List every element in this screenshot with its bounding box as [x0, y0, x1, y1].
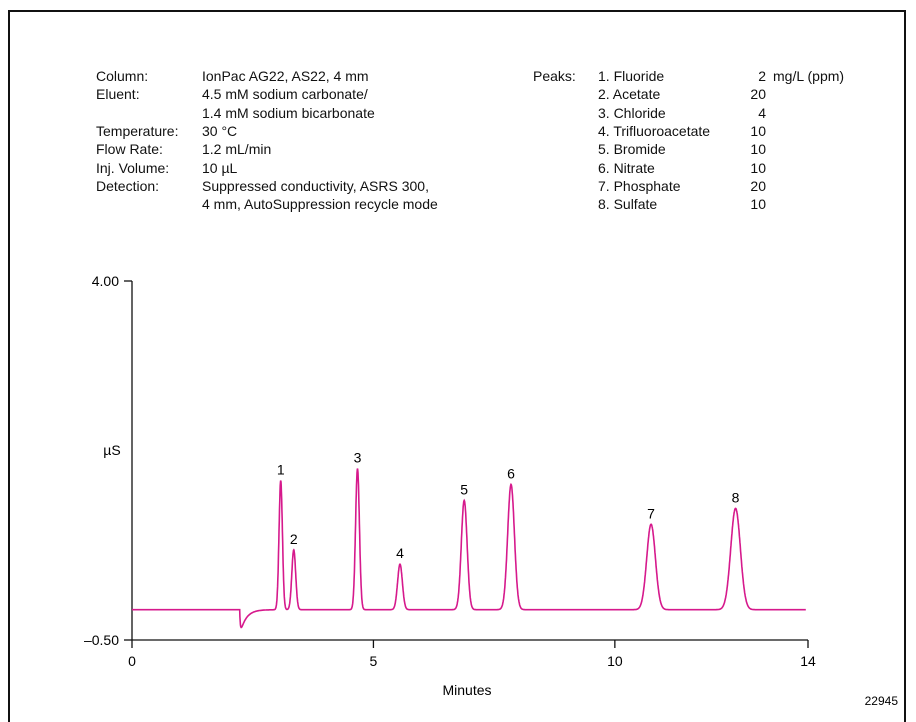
peak-number-label: 4: [396, 545, 404, 561]
axis-ticks: 0 5 10 144.00–0.50: [84, 273, 816, 669]
peak-concentration: 20: [750, 177, 766, 194]
peak-number-label: 6: [507, 465, 515, 481]
peak-name: 3. Chloride: [598, 104, 666, 121]
condition-label: Eluent:: [96, 86, 140, 103]
peak-concentration: 10: [750, 122, 766, 139]
peak-number-label: 2: [290, 531, 298, 547]
peak-concentration: 20: [750, 86, 766, 103]
condition-label: Inj. Volume:: [96, 159, 170, 176]
condition-value: Suppressed conductivity, ASRS 300,: [202, 177, 429, 194]
x-tick-label: 10: [607, 653, 623, 669]
peak-labels: 1 2 3 4 5 6 7 8: [277, 449, 740, 561]
peak-concentration: 2: [758, 68, 766, 84]
condition-label: Temperature:: [96, 122, 179, 139]
peak-name: 4. Trifluoroacetate: [598, 122, 711, 139]
y-tick-label: 4.00: [92, 273, 119, 289]
x-tick-label: 14: [800, 653, 816, 669]
chromatogram-trace: [132, 468, 806, 629]
peak-name: 8. Sulfate: [598, 196, 658, 213]
peak-number-label: 7: [647, 505, 655, 521]
peak-name: 1. Fluoride: [598, 68, 665, 84]
peaks-label: Peaks:: [533, 68, 576, 84]
peak-name: 6. Nitrate: [598, 159, 655, 176]
peak-concentration: 10: [750, 159, 766, 176]
condition-label: Column:: [96, 68, 149, 84]
x-tick-label: 0: [128, 653, 136, 669]
peak-concentration: 4: [758, 104, 766, 121]
condition-value: 10 µL: [202, 159, 238, 176]
peak-number-label: 8: [732, 489, 740, 505]
peak-number-label: 3: [354, 449, 362, 465]
condition-value: 1.4 mM sodium bicarbonate: [202, 104, 375, 121]
y-axis-label: µS: [103, 442, 120, 458]
y-tick-label: –0.50: [84, 632, 119, 648]
condition-value: 1.2 mL/min: [202, 141, 272, 158]
condition-value: 4 mm, AutoSuppression recycle mode: [202, 196, 438, 213]
peak-name: 7. Phosphate: [598, 177, 681, 194]
x-axis-label: Minutes: [442, 682, 491, 698]
peak-concentration: 10: [750, 141, 766, 158]
condition-value: IonPac AG22, AS22, 4 mm: [202, 68, 369, 84]
peak-name: 2. Acetate: [598, 86, 661, 103]
concentration-unit: mg/L (ppm): [773, 68, 845, 84]
peak-number-label: 5: [460, 481, 468, 497]
peak-name: 5. Bromide: [598, 141, 666, 158]
chart-axes: [131, 281, 808, 641]
figure-id: 22945: [865, 694, 899, 708]
peak-number-label: 1: [277, 461, 285, 477]
peak-concentration: 10: [750, 196, 766, 213]
figure-frame: [8, 10, 906, 722]
condition-value: 4.5 mM sodium carbonate/: [202, 86, 368, 103]
condition-label: Detection:: [96, 177, 160, 194]
condition-value: 30 °C: [202, 122, 238, 139]
condition-label: Flow Rate:: [96, 141, 163, 158]
x-tick-label: 5: [370, 653, 378, 669]
